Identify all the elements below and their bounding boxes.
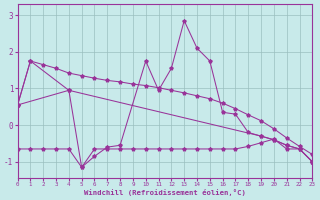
X-axis label: Windchill (Refroidissement éolien,°C): Windchill (Refroidissement éolien,°C) (84, 189, 246, 196)
